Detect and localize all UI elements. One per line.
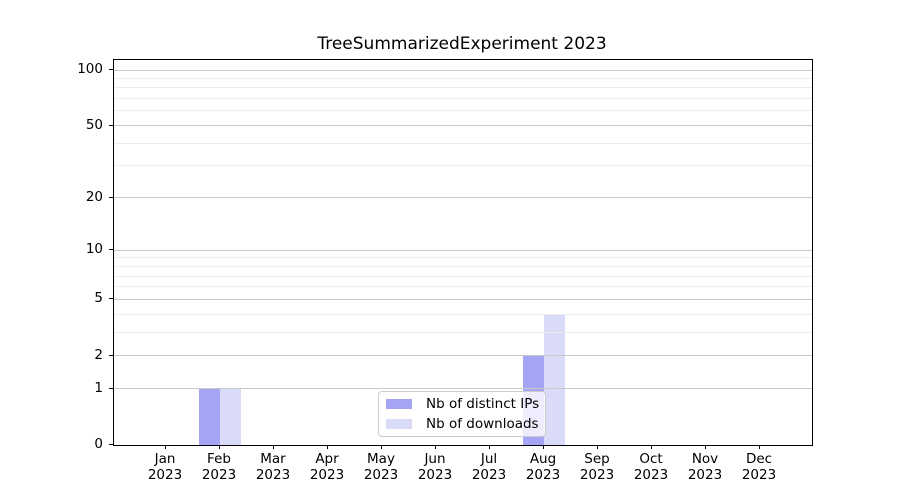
y-tick-mark xyxy=(109,69,113,70)
gridline-major xyxy=(114,388,812,390)
legend-label-downloads: Nb of downloads xyxy=(426,416,539,432)
bar-nb-of-distinct-ips xyxy=(199,388,220,445)
gridline-minor xyxy=(114,331,812,333)
legend-swatch-distinct-ips xyxy=(386,399,412,409)
y-tick-label: 0 xyxy=(94,436,103,452)
gridline-major xyxy=(114,298,812,300)
legend-item-distinct-ips: Nb of distinct IPs xyxy=(386,394,540,414)
gridline-minor xyxy=(114,110,812,112)
bar-nb-of-downloads xyxy=(544,314,565,445)
y-tick-label: 2 xyxy=(94,346,103,363)
x-tick-label: Dec 2023 xyxy=(741,451,777,483)
y-tick-label: 1 xyxy=(94,379,103,396)
x-tick-mark xyxy=(327,445,328,449)
x-tick-mark xyxy=(597,445,598,449)
x-tick-label: Jun 2023 xyxy=(417,451,453,483)
x-tick-mark xyxy=(651,445,652,449)
y-tick-label: 5 xyxy=(94,290,103,307)
gridline-minor xyxy=(114,257,812,259)
gridline-major xyxy=(114,125,812,127)
y-tick-mark xyxy=(109,387,113,389)
legend-item-downloads: Nb of downloads xyxy=(386,414,539,434)
x-tick-label: Apr 2023 xyxy=(309,451,345,483)
x-tick-mark xyxy=(489,445,490,449)
chart-title: TreeSummarizedExperiment 2023 xyxy=(317,34,607,54)
gridline-minor xyxy=(114,265,812,267)
x-tick-mark xyxy=(435,445,436,449)
x-tick-mark xyxy=(705,445,706,449)
bar-nb-of-downloads xyxy=(220,388,241,445)
x-tick-mark xyxy=(165,445,166,449)
legend-label-distinct-ips: Nb of distinct IPs xyxy=(426,396,540,412)
y-tick-mark xyxy=(109,196,113,198)
gridline-major xyxy=(114,197,812,199)
y-tick-mark xyxy=(109,444,113,445)
x-tick-label: Oct 2023 xyxy=(633,451,669,483)
gridline-major xyxy=(114,355,812,357)
x-tick-label: Mar 2023 xyxy=(255,451,291,483)
x-tick-mark xyxy=(759,445,760,449)
gridline-minor xyxy=(114,87,812,89)
x-tick-mark xyxy=(219,445,220,449)
legend-swatch-downloads xyxy=(386,419,412,429)
legend: Nb of distinct IPs Nb of downloads xyxy=(378,391,546,437)
x-tick-label: Jan 2023 xyxy=(147,451,183,483)
x-tick-mark xyxy=(273,445,274,449)
plot-area xyxy=(113,59,813,446)
gridline-minor xyxy=(114,286,812,288)
x-tick-label: May 2023 xyxy=(363,451,399,483)
gridline-minor xyxy=(114,77,812,79)
gridline-minor xyxy=(114,313,812,315)
y-tick-mark xyxy=(109,124,113,126)
x-tick-mark xyxy=(543,445,544,449)
gridline-minor xyxy=(114,165,812,167)
grid-layer xyxy=(114,60,812,445)
y-tick-mark xyxy=(109,249,113,251)
y-tick-mark xyxy=(109,298,113,300)
x-tick-label: Sep 2023 xyxy=(579,451,615,483)
x-tick-label: Aug 2023 xyxy=(525,451,561,483)
x-tick-label: Jul 2023 xyxy=(471,451,507,483)
gridline-minor xyxy=(114,142,812,144)
y-tick-label: 50 xyxy=(85,116,103,133)
y-tick-mark xyxy=(109,354,113,356)
y-tick-label: 20 xyxy=(85,188,103,205)
gridline-major xyxy=(114,249,812,251)
x-tick-label: Nov 2023 xyxy=(687,451,723,483)
gridline-minor xyxy=(114,98,812,100)
y-tick-label: 100 xyxy=(77,61,103,77)
y-tick-label: 10 xyxy=(85,241,103,258)
gridline-minor xyxy=(114,275,812,277)
x-tick-mark xyxy=(381,445,382,449)
x-tick-label: Feb 2023 xyxy=(201,451,237,483)
gridline-major xyxy=(114,69,812,71)
